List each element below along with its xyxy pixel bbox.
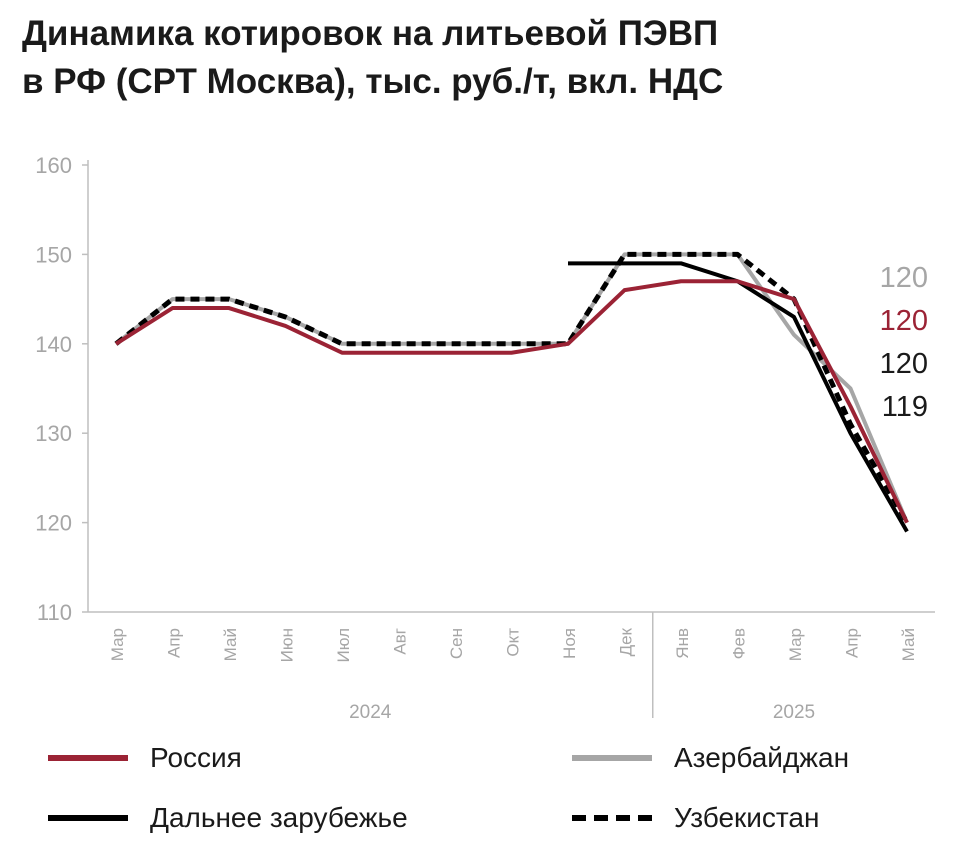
y-tick-label: 140	[35, 332, 72, 357]
x-tick-label: Авг	[391, 628, 410, 655]
y-tick-label: 130	[35, 421, 72, 446]
legend-swatch-uzbekistan	[572, 815, 652, 821]
chart-title: Динамика котировок на литьевой ПЭВП в РФ…	[22, 10, 942, 106]
legend-item-far-abroad: Дальнее зарубежье	[48, 802, 408, 834]
legend-item-russia: Россия	[48, 742, 242, 774]
x-tick-label: Май	[221, 628, 240, 661]
x-tick-label: Апр	[165, 628, 184, 658]
end-label-azerbaijan: 120	[880, 262, 928, 294]
series-line-azerbaijan	[114, 252, 909, 524]
chart-title-line-1: Динамика котировок на литьевой ПЭВП	[22, 14, 719, 53]
y-tick-label: 120	[35, 511, 72, 536]
x-tick-label: Июл	[334, 628, 353, 663]
end-label-uzbekistan: 119	[882, 391, 928, 423]
legend-swatch-azerbaijan	[572, 755, 652, 761]
line-chart: 110 120 130 140 150 160 Мар Апр Май Июн Июл Авг Сен О…	[35, 153, 935, 723]
legend-swatch-far-abroad	[48, 815, 128, 821]
x-tick-label: Июн	[278, 628, 297, 662]
x-tick-label: Апр	[843, 628, 862, 658]
x-tick-label: Май	[899, 628, 918, 661]
year-label: 2024	[349, 702, 392, 723]
x-tick-label: Янв	[673, 628, 692, 659]
legend-label-azerbaijan: Азербайджан	[674, 742, 850, 773]
legend-swatch-russia	[48, 755, 128, 761]
y-tick-label: 150	[35, 242, 72, 267]
x-tick-label: Дек	[617, 627, 636, 656]
legend-label-far-abroad: Дальнее зарубежье	[150, 802, 408, 833]
x-tick-label: Ноя	[560, 628, 579, 659]
y-tick-label: 110	[37, 600, 72, 625]
x-tick-label: Мар	[108, 628, 127, 661]
end-label-russia: 120	[880, 305, 928, 337]
series-line-russia	[114, 279, 909, 524]
year-label: 2025	[773, 702, 815, 723]
chart-title-line-2: в РФ (СРТ Москва), тыс. руб./т, вкл. НДС	[22, 62, 724, 101]
y-tick-label: 160	[35, 153, 72, 178]
legend-item-azerbaijan: Азербайджан	[572, 742, 849, 774]
legend-label-russia: Россия	[150, 742, 242, 773]
x-tick-label: Мар	[786, 628, 805, 661]
legend-item-uzbekistan: Узбекистан	[572, 802, 819, 834]
x-tick-label: Сен	[447, 628, 466, 659]
x-tick-label: Фев	[730, 628, 749, 659]
legend-label-uzbekistan: Узбекистан	[674, 802, 820, 833]
end-label-far-abroad: 120	[880, 348, 928, 380]
x-tick-label: Окт	[504, 628, 523, 657]
series-line-uzbekistan	[114, 251, 910, 524]
